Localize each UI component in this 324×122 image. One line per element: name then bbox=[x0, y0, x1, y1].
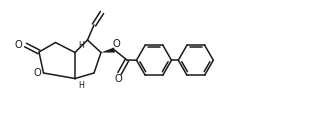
Text: H: H bbox=[78, 41, 85, 51]
Text: H: H bbox=[78, 81, 85, 90]
Text: O: O bbox=[115, 74, 122, 84]
Text: O: O bbox=[15, 40, 22, 50]
Text: O: O bbox=[113, 39, 121, 49]
Text: O: O bbox=[33, 68, 41, 78]
Polygon shape bbox=[101, 47, 115, 53]
